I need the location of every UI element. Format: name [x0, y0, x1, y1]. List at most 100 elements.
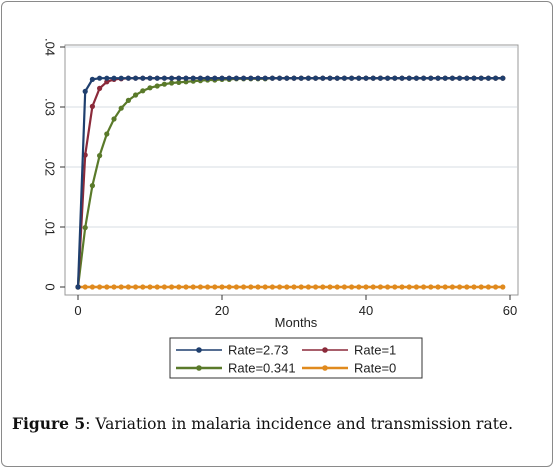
- data-point: [125, 284, 131, 290]
- data-point: [334, 284, 340, 290]
- data-point: [442, 284, 448, 290]
- data-point: [277, 284, 283, 290]
- data-point: [97, 153, 103, 159]
- legend-swatch-marker: [322, 365, 328, 371]
- data-point: [428, 75, 434, 81]
- data-point: [241, 284, 247, 290]
- data-point: [183, 79, 189, 85]
- data-point: [370, 75, 376, 81]
- data-point: [89, 103, 95, 109]
- data-point: [341, 284, 347, 290]
- data-point: [471, 284, 477, 290]
- data-point: [169, 284, 175, 290]
- data-point: [97, 85, 103, 91]
- data-point: [133, 92, 139, 98]
- data-point: [262, 284, 268, 290]
- data-point: [291, 284, 297, 290]
- data-point: [500, 75, 506, 81]
- data-point: [154, 83, 160, 89]
- data-point: [190, 75, 196, 81]
- plot-area: [64, 44, 519, 296]
- data-point: [334, 75, 340, 81]
- data-point: [485, 75, 491, 81]
- data-point: [370, 284, 376, 290]
- data-point: [320, 284, 326, 290]
- data-point: [435, 284, 441, 290]
- data-point: [493, 75, 499, 81]
- data-point: [284, 75, 290, 81]
- x-tick-label: 0: [74, 303, 81, 318]
- legend-box: [169, 337, 423, 379]
- data-point: [377, 284, 383, 290]
- legend-swatch-marker: [196, 365, 202, 371]
- data-point: [147, 75, 153, 81]
- data-point: [190, 284, 196, 290]
- data-point: [154, 284, 160, 290]
- data-point: [169, 80, 175, 86]
- data-point: [75, 284, 81, 290]
- data-point: [305, 284, 311, 290]
- data-point: [118, 75, 124, 81]
- data-point: [219, 284, 225, 290]
- data-point: [406, 284, 412, 290]
- data-point: [140, 88, 146, 94]
- data-point: [125, 97, 131, 103]
- legend-label: Rate=2.73: [228, 343, 288, 358]
- chart: 0.01.02.03.040 20 40 60 Months Rate=2.73 Rat…: [43, 38, 519, 379]
- data-point: [82, 284, 88, 290]
- data-point: [197, 284, 203, 290]
- legend-label: Rate=0.341: [228, 361, 296, 376]
- data-point: [248, 284, 254, 290]
- data-point: [111, 284, 117, 290]
- data-point: [284, 284, 290, 290]
- caption-separator: :: [85, 415, 91, 433]
- data-point: [349, 75, 355, 81]
- data-point: [341, 75, 347, 81]
- data-point: [226, 284, 232, 290]
- data-point: [392, 75, 398, 81]
- legend-item: Rate=1: [302, 343, 396, 358]
- data-point: [169, 75, 175, 81]
- data-point: [104, 131, 110, 137]
- data-point: [421, 284, 427, 290]
- data-point: [176, 284, 182, 290]
- data-point: [183, 75, 189, 81]
- data-point: [241, 75, 247, 81]
- data-point: [500, 284, 506, 290]
- data-point: [104, 75, 110, 81]
- data-point: [464, 75, 470, 81]
- data-point: [104, 284, 110, 290]
- data-point: [161, 75, 167, 81]
- data-point: [147, 85, 153, 91]
- x-tick-label: 20: [215, 303, 229, 318]
- data-point: [428, 284, 434, 290]
- y-tick-label: .01: [43, 218, 58, 236]
- data-point: [125, 75, 131, 81]
- data-point: [385, 75, 391, 81]
- axes: 0 .01 .02 .03 .04 0 20 40 60: [43, 38, 518, 318]
- data-point: [298, 284, 304, 290]
- data-point: [449, 75, 455, 81]
- data-point: [471, 75, 477, 81]
- data-point: [118, 284, 124, 290]
- legend-item: Rate=2.73: [176, 343, 288, 358]
- legend: Rate=2.73 Rate=1 Rate=0.341 Rate=0: [169, 337, 423, 379]
- grid: [66, 46, 517, 228]
- data-point: [205, 284, 211, 290]
- data-point: [89, 183, 95, 189]
- data-point: [262, 75, 268, 81]
- data-point: [205, 75, 211, 81]
- y-tick-label: .02: [43, 158, 58, 176]
- y-tick-label: .03: [43, 98, 58, 116]
- data-point: [413, 75, 419, 81]
- data-point: [356, 284, 362, 290]
- data-point: [82, 88, 88, 94]
- data-point: [111, 75, 117, 81]
- data-point: [449, 284, 455, 290]
- data-point: [349, 284, 355, 290]
- data-point: [305, 75, 311, 81]
- x-tick-label: 60: [503, 303, 517, 318]
- figure-caption: Figure 5: Variation in malaria incidence…: [12, 414, 542, 433]
- data-point: [457, 75, 463, 81]
- x-axis-title: Months: [275, 315, 318, 330]
